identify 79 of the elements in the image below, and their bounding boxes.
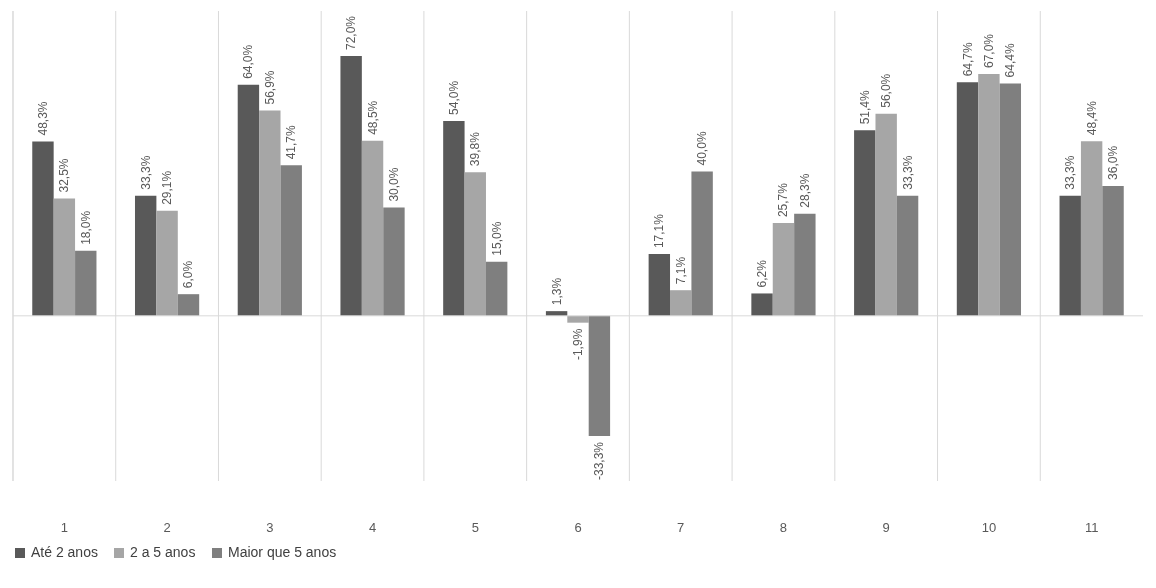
bar (794, 213, 816, 316)
bar (999, 83, 1022, 316)
data-label: 6,2% (755, 259, 770, 288)
bar (177, 294, 200, 316)
data-label: 33,3% (900, 155, 915, 190)
x-tick-label: 6 (574, 519, 582, 535)
x-tick-label: 11 (1084, 519, 1099, 535)
data-label: 28,3% (797, 173, 812, 208)
data-label: 56,0% (879, 73, 894, 108)
data-label: 33,3% (1063, 155, 1078, 190)
data-label: -1,9% (571, 328, 585, 361)
x-tick-label: 8 (779, 519, 788, 535)
data-label: 7,1% (673, 256, 688, 285)
data-label: 15,0% (489, 221, 504, 256)
data-label: 51,4% (857, 89, 872, 125)
data-label: 64,0% (241, 44, 256, 79)
data-label: 6,0% (181, 260, 196, 289)
data-label: 41,7% (284, 124, 299, 160)
data-label: 67,0% (981, 33, 996, 69)
bar (567, 315, 589, 323)
bar (383, 207, 405, 316)
bar (854, 130, 876, 316)
bar (1059, 195, 1081, 316)
bar (588, 315, 611, 436)
x-tick-label: 5 (471, 519, 479, 535)
data-label: 48,4% (1084, 100, 1099, 136)
bar (156, 210, 178, 316)
data-label: 54,0% (446, 80, 461, 115)
bar (32, 141, 54, 316)
legend-label: Até 2 anos (31, 544, 98, 560)
data-label: 30,0% (386, 167, 401, 202)
data-label: 33,3% (138, 155, 153, 190)
data-label: 40,0% (695, 131, 710, 166)
legend-label: Maior que 5 anos (228, 544, 337, 560)
data-label: 48,3% (35, 101, 50, 136)
bar (237, 84, 260, 316)
bar (670, 290, 692, 316)
x-tick-label: 2 (163, 519, 171, 535)
bar (53, 198, 76, 316)
data-label: 56,9% (262, 70, 277, 105)
bar (772, 223, 795, 316)
bar (340, 56, 362, 316)
data-label: 29,1% (160, 170, 175, 205)
data-label: 36,0% (1106, 145, 1121, 180)
data-label: 64,4% (1003, 43, 1018, 78)
bar (134, 195, 157, 316)
x-tick-label: 4 (368, 519, 377, 535)
x-tick-label: 10 (981, 519, 997, 535)
bar (691, 171, 713, 316)
bar (485, 261, 508, 316)
data-label: 64,7% (960, 41, 975, 77)
x-tick-label: 3 (266, 519, 274, 535)
data-label: 39,8% (468, 131, 483, 167)
bar (875, 113, 897, 316)
bar (648, 254, 671, 316)
data-label: -33,3% (592, 441, 607, 481)
x-tick-label: 9 (882, 519, 890, 535)
bar (75, 250, 97, 316)
data-label: 1,3% (549, 277, 564, 306)
data-label: 32,5% (57, 158, 72, 193)
bar (464, 172, 486, 316)
x-tick-label: 7 (677, 519, 685, 535)
legend-label: 2 a 5 anos (130, 544, 196, 560)
bar (259, 110, 281, 316)
bar (751, 293, 773, 316)
bar (280, 165, 302, 316)
bar (443, 120, 465, 316)
bar (978, 74, 1000, 316)
bar (896, 195, 919, 316)
bar (361, 140, 384, 316)
data-label: 72,0% (344, 15, 359, 50)
data-label: 48,5% (365, 100, 380, 135)
bar (1102, 185, 1124, 316)
bar (1080, 141, 1103, 316)
bar (956, 82, 979, 316)
data-label: 25,7% (776, 182, 791, 218)
data-label: 18,0% (78, 210, 93, 245)
x-tick-label: 1 (60, 519, 68, 535)
data-label: 17,1% (652, 213, 667, 249)
